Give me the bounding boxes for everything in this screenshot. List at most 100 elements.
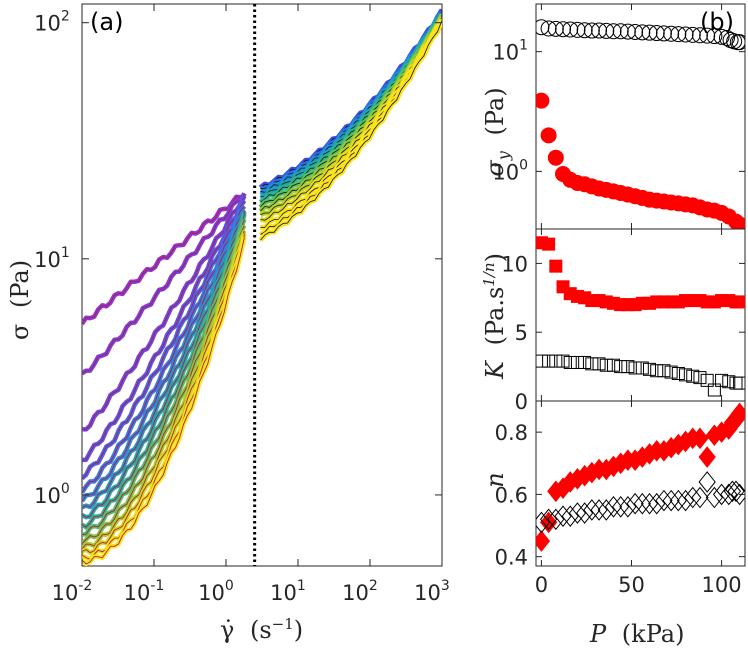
circle-marker-open (648, 25, 665, 42)
n-symbol: n (481, 472, 509, 487)
square-marker-open (556, 354, 570, 368)
svg-text:σ (Pa): σ (Pa) (6, 260, 34, 340)
fit-curve-low-9 (82, 214, 245, 528)
panel-a-label: (a) (90, 8, 123, 36)
x-tick-label: 103 (414, 578, 450, 605)
panel-a-x-label: γ̇ (s−1) (220, 615, 303, 644)
subplot-y-tick-label: 0.8 (495, 421, 528, 445)
diamond-marker-open (712, 483, 731, 506)
svg-text:σy (Pa): σy (Pa) (481, 87, 515, 176)
diamond-marker-open (705, 486, 724, 509)
svg-text:K (Pa.s1/n): K (Pa.s1/n) (480, 253, 509, 380)
diamond-marker-open (691, 486, 709, 509)
sigma-y-symbol: σ (481, 160, 509, 177)
square-marker-open (599, 358, 613, 372)
fit-curve-low-15 (82, 237, 245, 565)
fit-curve-low-1 (82, 193, 245, 374)
subplot-y-tick-label: 0.6 (495, 483, 528, 507)
circle-marker-open (555, 21, 572, 38)
x-tick-label: 102 (342, 578, 378, 605)
circle-marker-open (583, 22, 600, 39)
square-marker-open (628, 361, 642, 375)
square-marker-open (700, 373, 714, 387)
diamond-marker-open (723, 480, 742, 503)
circle-marker-open (540, 20, 557, 37)
fit-curve-low-8 (82, 212, 245, 518)
sigma-y-sub: y (494, 150, 513, 161)
diamond-marker-open (655, 489, 673, 512)
circle-marker-open (605, 23, 622, 40)
subplot-axes-2 (535, 400, 746, 567)
diamond-marker-open (648, 492, 666, 515)
x-tick-label: 10-1 (124, 578, 165, 605)
fit-curve-high-11 (260, 20, 442, 241)
diamond-marker-open (568, 502, 587, 524)
square-marker-open (657, 364, 671, 378)
diamond-marker-open (604, 496, 623, 518)
square-marker-open (606, 358, 620, 372)
square-marker-open (686, 369, 700, 383)
diamond-marker-open (727, 480, 745, 503)
circle-marker-open (731, 34, 745, 51)
circle-marker-filled (547, 149, 564, 166)
y-tick-label: 102 (34, 9, 70, 36)
square-marker-open (592, 357, 606, 371)
square-marker-open (707, 383, 721, 397)
x-tick-label: 100 (198, 578, 234, 605)
circle-marker-open (718, 29, 735, 46)
circle-marker-filled (540, 127, 557, 144)
p-label-symbol: P (589, 620, 607, 648)
panel-b-x-label: P (kPa) (589, 620, 684, 648)
svg-text:γ̇ (s−1): γ̇ (s−1) (220, 615, 303, 644)
diamond-marker-open (590, 499, 608, 521)
diamond-marker-open (576, 502, 594, 524)
x-label-unit: (s (250, 616, 272, 644)
k-unit: (Pa.s (481, 287, 509, 346)
subplot-y-tick-label: 0.4 (495, 546, 528, 570)
circle-marker-open (691, 27, 708, 44)
diamond-marker-open (547, 508, 565, 531)
square-marker-open (536, 354, 548, 368)
x-label-symbol: γ̇ (220, 616, 234, 644)
circle-marker-open (655, 25, 672, 42)
square-marker-open (570, 355, 584, 369)
circle-marker-filled (536, 92, 550, 109)
diamond-marker-open (583, 499, 601, 521)
subplot-markers-1 (536, 236, 745, 397)
fit-curve-low-14 (82, 234, 245, 560)
x-label-exp: −1 (272, 615, 294, 633)
square-marker-open (621, 360, 635, 374)
square-marker-filled (549, 259, 563, 273)
svg-text:P (kPa): P (kPa) (589, 620, 684, 648)
square-marker-open (733, 376, 745, 390)
subplot-y-tick-label: 0 (515, 390, 528, 414)
diamond-marker-filled (536, 530, 551, 552)
circle-marker-open (677, 26, 694, 43)
square-marker-open (722, 375, 736, 389)
circle-marker-open (598, 22, 615, 39)
y-label-symbol: σ (6, 324, 34, 340)
diamond-marker-open (536, 511, 551, 534)
p-tick-label: 100 (702, 573, 742, 597)
circle-marker-open (569, 21, 586, 38)
subplot-y-tick-label: 5 (515, 321, 528, 345)
fit-curve-low-3 (82, 195, 245, 461)
panel-b-label: (b) (700, 8, 734, 36)
subplot-y-tick-label: 10 (501, 252, 528, 276)
square-marker-open (542, 354, 556, 368)
diamond-marker-filled (691, 427, 709, 450)
x-label-close: ) (294, 616, 303, 644)
circle-marker-open (684, 26, 701, 43)
circle-marker-open (576, 22, 593, 39)
circle-marker-open (562, 21, 579, 38)
circle-marker-open (627, 23, 644, 40)
x-tick-label: 10-2 (52, 578, 93, 605)
subplot-y-tick-label: 100 (492, 157, 528, 184)
panel-a-y-label: σ (Pa) (6, 260, 34, 340)
diamond-marker-open (597, 499, 615, 521)
square-marker-open (635, 361, 649, 375)
square-marker-filled (542, 237, 556, 251)
circle-marker-open (663, 25, 680, 42)
circle-marker-open (547, 20, 564, 37)
k-close: ) (481, 253, 509, 262)
